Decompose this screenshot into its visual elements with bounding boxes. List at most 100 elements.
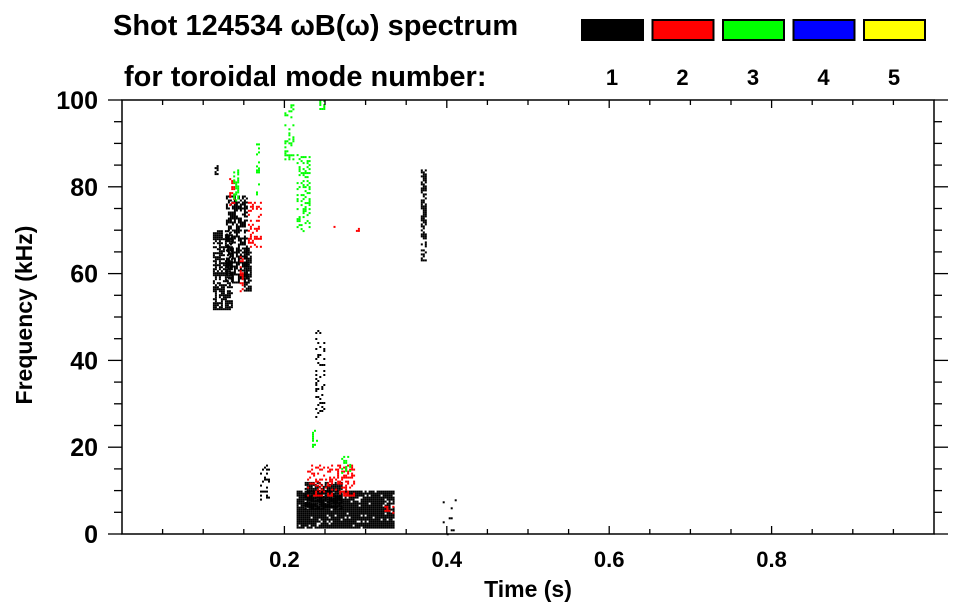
spectral-cell [370, 526, 373, 529]
spectral-cell [370, 500, 373, 503]
spectral-cell [258, 147, 260, 150]
spectral-cell [231, 281, 234, 284]
spectral-cell [336, 492, 339, 495]
spectral-cell [235, 205, 238, 208]
spectral-cell [311, 472, 314, 475]
spectral-cell [290, 142, 293, 145]
spectral-cell [239, 257, 242, 260]
spectral-cell [243, 267, 246, 270]
spectral-cell [235, 281, 238, 284]
spectral-cell [296, 522, 299, 525]
spectral-cell [302, 172, 305, 175]
spectral-cell [214, 238, 217, 241]
spectral-cell [225, 245, 228, 248]
spectral-cell [227, 199, 230, 202]
spectral-cell [260, 494, 262, 497]
spectral-cell [343, 466, 346, 469]
spectral-cell [214, 167, 217, 170]
spectral-cell [231, 229, 234, 232]
spectral-cell [218, 266, 221, 269]
spectral-cell [357, 229, 360, 232]
spectral-cell [326, 524, 329, 527]
spectral-cell [420, 219, 423, 222]
spectral-cell [388, 514, 391, 517]
spectral-cell [225, 223, 228, 226]
spectral-cell [323, 348, 326, 350]
spectral-cell [296, 510, 299, 513]
spectral-cell [360, 518, 363, 521]
spectral-cell [350, 506, 353, 509]
spectral-cell [318, 510, 321, 513]
spectral-cell [231, 211, 234, 214]
spectral-cell [362, 508, 365, 511]
feature-mode-1 [243, 247, 252, 292]
spectral-cell [216, 282, 219, 285]
spectral-cell [356, 526, 359, 529]
legend-label-mode-3: 3 [747, 65, 759, 90]
spectral-cell [378, 516, 381, 519]
spectral-cell [212, 282, 215, 285]
spectral-cell [317, 396, 320, 398]
spectral-cell [300, 522, 303, 525]
spectral-cell [376, 524, 379, 527]
spectral-cell [260, 498, 262, 501]
spectral-cell [324, 492, 327, 495]
spectral-cell [368, 524, 371, 527]
spectral-cell [316, 504, 319, 507]
spectral-cell [326, 501, 329, 504]
spectral-cell [229, 265, 232, 268]
spectral-cell [384, 522, 387, 525]
spectral-cell [227, 225, 230, 228]
spectral-cell [350, 490, 353, 493]
spectral-cell [300, 526, 303, 529]
spectral-cell [334, 483, 337, 486]
spectral-cell [348, 496, 351, 499]
spectral-cell [239, 209, 242, 212]
spectral-cell [222, 292, 225, 295]
spectral-cell [312, 439, 314, 442]
spectral-cell [298, 526, 301, 529]
spectral-cell [300, 194, 303, 197]
spectral-cell [302, 516, 305, 519]
spectral-cell [376, 518, 379, 521]
spectral-cell [247, 201, 250, 204]
spectral-cell [233, 197, 236, 200]
feature-mode-3 [233, 169, 240, 202]
spectral-cell [386, 492, 389, 495]
spectral-cell [239, 253, 242, 256]
spectral-cell [424, 241, 427, 244]
spectral-cell [331, 494, 334, 497]
spectral-cell [304, 487, 307, 490]
spectral-cell [266, 472, 268, 475]
spectral-cell [352, 506, 355, 509]
spectral-cell [366, 516, 369, 519]
spectral-cell [231, 217, 234, 220]
spectral-cell [420, 233, 423, 236]
spectral-cell [296, 200, 299, 203]
spectral-cell [245, 281, 248, 284]
spectral-cell [233, 231, 236, 234]
spectral-cell [306, 176, 309, 179]
spectral-cell [374, 516, 377, 519]
spectral-cell [384, 516, 387, 519]
spectral-cell [260, 472, 262, 475]
spectral-cell [302, 498, 305, 501]
spectral-cell [243, 279, 246, 282]
spectral-cell [348, 504, 351, 507]
spectral-cell [321, 402, 324, 404]
spectral-cell [226, 304, 229, 307]
y-tick-label: 40 [70, 347, 98, 375]
spectral-cell [227, 265, 230, 268]
spectral-cell [308, 172, 311, 175]
spectral-cell [266, 486, 268, 489]
spectral-cell [314, 499, 317, 502]
spectral-cell [247, 281, 250, 284]
spectral-cell [354, 492, 357, 495]
spectral-cell [330, 522, 333, 525]
feature-mode-1 [260, 464, 270, 501]
spectral-cell [231, 223, 234, 226]
spectral-cell [235, 215, 238, 218]
spectral-cell [302, 524, 305, 527]
spectral-cell [304, 514, 307, 517]
